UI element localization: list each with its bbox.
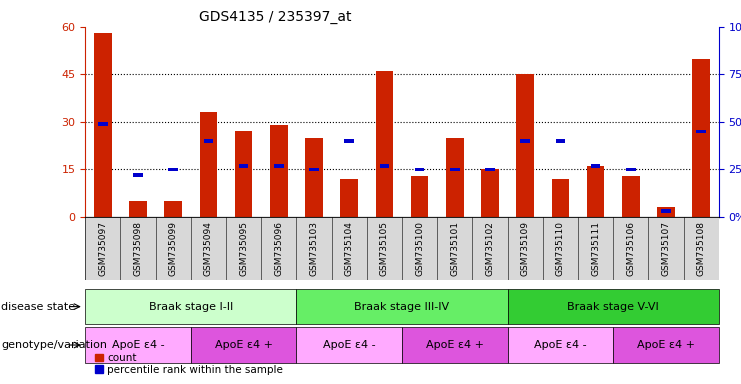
Text: GSM735097: GSM735097: [99, 221, 107, 276]
Text: GSM735099: GSM735099: [169, 221, 178, 276]
Text: ApoE ε4 +: ApoE ε4 +: [426, 340, 484, 350]
Bar: [697, 129, 706, 133]
Bar: [622, 176, 639, 217]
Text: GSM735101: GSM735101: [451, 221, 459, 276]
Text: ApoE ε4 -: ApoE ε4 -: [534, 340, 587, 350]
Text: GSM735095: GSM735095: [239, 221, 248, 276]
Bar: [551, 179, 569, 217]
Bar: [204, 139, 213, 143]
Bar: [309, 167, 319, 171]
Bar: [376, 71, 393, 217]
Text: Braak stage V-VI: Braak stage V-VI: [568, 301, 659, 312]
Bar: [340, 179, 358, 217]
Text: disease state: disease state: [1, 301, 76, 312]
Bar: [591, 164, 600, 167]
Bar: [345, 139, 354, 143]
Text: GSM735094: GSM735094: [204, 221, 213, 276]
Text: ApoE ε4 +: ApoE ε4 +: [637, 340, 695, 350]
Bar: [199, 113, 217, 217]
Bar: [239, 164, 248, 167]
Bar: [450, 167, 459, 171]
Bar: [485, 167, 495, 171]
Text: GSM735108: GSM735108: [697, 221, 705, 276]
Text: GSM735098: GSM735098: [133, 221, 142, 276]
Bar: [556, 139, 565, 143]
Text: GSM735111: GSM735111: [591, 221, 600, 276]
Text: GSM735105: GSM735105: [380, 221, 389, 276]
Text: genotype/variation: genotype/variation: [1, 340, 107, 350]
Bar: [168, 167, 178, 171]
Bar: [415, 167, 425, 171]
Text: ApoE ε4 -: ApoE ε4 -: [112, 340, 165, 350]
Bar: [133, 173, 143, 177]
Bar: [270, 125, 288, 217]
Bar: [661, 209, 671, 213]
Bar: [129, 201, 147, 217]
Bar: [446, 138, 464, 217]
Text: GSM735102: GSM735102: [485, 221, 494, 276]
Text: GSM735103: GSM735103: [310, 221, 319, 276]
Bar: [274, 164, 284, 167]
Text: GSM735100: GSM735100: [415, 221, 424, 276]
Text: Braak stage I-II: Braak stage I-II: [149, 301, 233, 312]
Bar: [520, 139, 530, 143]
Bar: [305, 138, 323, 217]
Bar: [516, 74, 534, 217]
Bar: [94, 33, 112, 217]
Text: GSM735110: GSM735110: [556, 221, 565, 276]
Bar: [657, 207, 675, 217]
Bar: [235, 131, 253, 217]
Legend: count, percentile rank within the sample: count, percentile rank within the sample: [90, 349, 287, 379]
Bar: [587, 166, 605, 217]
Text: GSM735096: GSM735096: [274, 221, 283, 276]
Text: GSM735106: GSM735106: [626, 221, 635, 276]
Bar: [379, 164, 389, 167]
Text: ApoE ε4 -: ApoE ε4 -: [323, 340, 376, 350]
Bar: [165, 201, 182, 217]
Text: GSM735104: GSM735104: [345, 221, 353, 276]
Bar: [481, 169, 499, 217]
Bar: [411, 176, 428, 217]
Text: GSM735109: GSM735109: [521, 221, 530, 276]
Text: Braak stage III-IV: Braak stage III-IV: [354, 301, 450, 312]
Bar: [692, 59, 710, 217]
Bar: [98, 122, 107, 126]
Bar: [626, 167, 636, 171]
Text: GSM735107: GSM735107: [662, 221, 671, 276]
Text: GDS4135 / 235397_at: GDS4135 / 235397_at: [199, 10, 352, 25]
Text: ApoE ε4 +: ApoE ε4 +: [215, 340, 273, 350]
